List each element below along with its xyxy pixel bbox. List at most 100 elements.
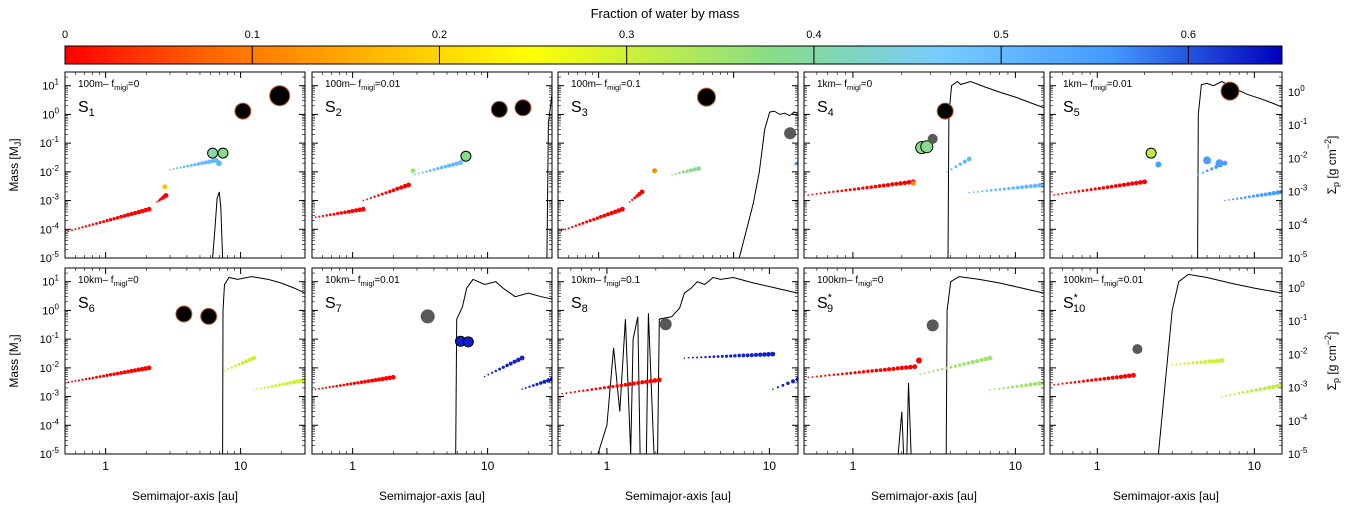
embryo-point [592, 217, 596, 222]
panel-params: 1km– fmigl=0 [817, 79, 873, 92]
y-tick-label-right: 100 [1288, 280, 1305, 295]
embryo-point [573, 390, 576, 393]
embryo-point [1138, 180, 1143, 185]
embryo-point [962, 362, 966, 366]
embryo-point [182, 165, 186, 169]
y-tick-label-right: 100 [1288, 84, 1305, 99]
planet-point [269, 85, 291, 107]
embryo-point [1246, 390, 1250, 394]
embryo-point [539, 381, 543, 385]
embryo-point [828, 374, 831, 377]
embryo-point [945, 366, 948, 370]
embryo-point [1267, 385, 1272, 390]
embryo-point [487, 373, 490, 376]
embryo-point [585, 220, 589, 224]
panel-label: S6 [78, 295, 95, 315]
embryo-point [1041, 182, 1044, 188]
embryo-point [950, 168, 953, 171]
embryo-point [906, 179, 912, 185]
panel-label: S* 10 [1063, 292, 1085, 315]
embryo-point [832, 373, 836, 377]
colorbar-tick-label: 0.1 [245, 29, 260, 41]
y-tick-label-right: 10-4 [1288, 217, 1308, 232]
embryo-point [146, 206, 152, 212]
embryo-point [1097, 186, 1101, 191]
embryo-point [1187, 361, 1191, 365]
planet-point [697, 87, 716, 107]
embryo-point [560, 229, 563, 232]
embryo-point [1191, 361, 1195, 365]
x-axis-label: Semimajor-axis [au] [379, 489, 485, 503]
panel-frame [64, 267, 306, 455]
embryo-point [1069, 191, 1072, 194]
embryo-point [636, 380, 641, 385]
embryo-point [74, 380, 77, 382]
x-tick-label: 1 [1094, 459, 1101, 473]
embryo-point [1259, 193, 1264, 197]
embryo-point [387, 375, 393, 381]
embryo-point [611, 384, 615, 389]
embryo-point [1094, 378, 1098, 382]
y-tick-label-left: 10-1 [40, 135, 60, 150]
embryo-point [602, 213, 607, 218]
colorbar-tick-label: 0.2 [432, 29, 447, 41]
embryo-point [954, 165, 958, 169]
embryo-point [890, 182, 895, 187]
embryo-point [704, 355, 707, 359]
embryo-point [602, 386, 606, 390]
surface-density-line [1157, 273, 1282, 454]
embryo-point [196, 162, 201, 166]
embryo-point [1069, 381, 1073, 384]
embryo-point [1090, 378, 1094, 382]
embryo-point [866, 369, 870, 374]
embryo-point [1101, 186, 1106, 190]
embryo-point [1210, 167, 1214, 171]
embryo-point [359, 380, 364, 384]
embryo-point [328, 386, 331, 389]
y-axis-label-right: Σp [g cm−2] [1323, 332, 1341, 391]
embryo-point [352, 381, 357, 385]
embryo-point [1130, 181, 1135, 186]
embryo-point [325, 214, 328, 217]
embryo-point [644, 379, 649, 384]
embryo-point [1205, 169, 1209, 173]
embryo-point [853, 371, 857, 375]
embryo-point [331, 385, 335, 388]
embryo-point [595, 216, 600, 220]
embryo-point [1258, 387, 1263, 392]
embryo-point [383, 376, 389, 381]
x-tick-label: 1 [850, 459, 857, 473]
embryo-point [1232, 198, 1235, 201]
embryo-point [1106, 376, 1111, 381]
embryo-point [357, 207, 362, 213]
embryo-point [338, 384, 342, 387]
embryo-point [490, 371, 494, 374]
embryo-point [1002, 187, 1006, 191]
embryo-point [126, 369, 131, 374]
embryo-point [339, 211, 344, 215]
embryo-point [1275, 383, 1280, 389]
embryo-point [1199, 360, 1203, 364]
embryo-point [609, 210, 614, 216]
y-tick-label-left: 10-5 [40, 250, 60, 265]
embryo-point [343, 210, 347, 215]
panel-s2: 100m– fmigl=0.01 S2 [311, 71, 553, 259]
embryo-point [519, 355, 525, 361]
embryo-point [692, 167, 697, 172]
embryo-point [139, 366, 145, 372]
embryo-point [790, 379, 796, 384]
panel-s3: 100m– fmigl=0.1 S3 [557, 71, 799, 259]
embryo-point [1053, 383, 1056, 386]
embryo-point [240, 360, 245, 365]
embryo-point [98, 375, 102, 379]
embryo-point [639, 189, 645, 195]
x-tick-label: 10 [1248, 459, 1262, 473]
planet-point [175, 305, 193, 323]
embryo-point [882, 367, 887, 372]
y-tick-label-left: 100 [42, 302, 59, 317]
embryo-point [902, 180, 908, 186]
embryo-point [189, 163, 193, 167]
embryo-point [733, 354, 737, 358]
embryo-point [380, 376, 385, 382]
plot-area [1050, 80, 1282, 258]
